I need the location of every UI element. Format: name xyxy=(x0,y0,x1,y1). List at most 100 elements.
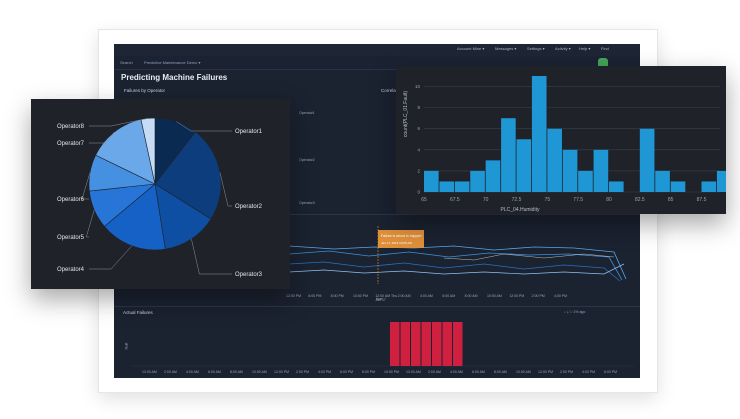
failures-tick-label: 12:00 AM xyxy=(142,370,157,374)
hist-ytick-label: 2 xyxy=(417,168,420,173)
timeline-tick-label: 8:00 PM xyxy=(330,294,344,298)
hist-ytick-label: 0 xyxy=(417,190,420,195)
nav-messages[interactable]: Messages ▾ xyxy=(495,46,517,51)
histogram-card: 0 2 4 6 8 10 65 67.5 70 72.5 75 77.5 80 82.5 85 87.5 PLC… xyxy=(396,66,732,214)
hist-bar[interactable] xyxy=(593,149,609,192)
hist-bar[interactable] xyxy=(547,128,562,192)
humidity-histogram: 0 2 4 6 8 10 65 67.5 70 72.5 75 77.5 80 82.5 85 87.5 PLC… xyxy=(403,76,732,213)
hist-xtick-label: 82.5 xyxy=(635,197,645,203)
pie-slice-operator3[interactable] xyxy=(154,183,212,250)
timeline-tick-label: 6:00 PM xyxy=(308,294,322,298)
nav-account[interactable]: Account Mine ▾ xyxy=(457,46,485,51)
nav-settings[interactable]: Settings ▾ xyxy=(527,46,545,51)
zoom-icon[interactable]: ⌕ xyxy=(564,310,566,314)
pie-leader-line xyxy=(191,238,232,275)
failures-tick-label: 2:00 PM xyxy=(296,370,310,374)
timeline-series-4 xyxy=(288,263,625,275)
nav-activity[interactable]: Activity ▾ xyxy=(555,46,571,51)
pie-label-operator6: Operator6 xyxy=(57,197,85,203)
failures-tick-label: 4:00 AM xyxy=(186,370,199,374)
hist-bar[interactable] xyxy=(454,181,470,192)
hist-xtick-label: 85 xyxy=(668,197,674,203)
timeline-tick-label: 2:00 PM xyxy=(531,294,545,298)
refresh-icon[interactable]: ↻ xyxy=(569,310,573,314)
failure-bar xyxy=(400,322,410,366)
failures-tick-label: 10:00 AM xyxy=(516,370,531,374)
hist-bar[interactable] xyxy=(655,170,670,192)
pie-label-operator3: Operator3 xyxy=(235,272,263,278)
pie-slice-operator4[interactable] xyxy=(103,183,166,251)
app-search[interactable]: Search xyxy=(120,60,133,65)
failures-tick-label: 8:00 AM xyxy=(230,370,243,374)
hist-bar[interactable] xyxy=(670,181,686,192)
operator-legend-2: Operator2 xyxy=(299,158,315,162)
panel-divider xyxy=(114,214,640,215)
pie-slice-operator8[interactable] xyxy=(140,117,156,185)
failure-bar xyxy=(390,322,400,366)
failures-tick-label: 10:00 PM xyxy=(384,370,399,374)
hist-xlabel: PLC_04.Humidity xyxy=(501,207,540,213)
hist-ylabel: count(PLC_01.Fault) xyxy=(403,91,409,137)
top-navigation: Account Mine ▾ Messages ▾ Settings ▾ Act… xyxy=(114,44,640,56)
timeline-lines xyxy=(288,245,627,282)
failures-tick-label: 2:00 AM xyxy=(164,370,177,374)
pie-chart-card: Operator1 Operator2 Operator3 Operator4 Oper… xyxy=(31,99,290,289)
hist-ytick-label: 4 xyxy=(417,147,420,152)
timeline-tick-label: 12:00 PM xyxy=(286,294,301,298)
hist-bar[interactable] xyxy=(578,170,593,192)
panel-title-failures-by-operator: Failures by Operator xyxy=(124,88,166,93)
time-ago-label: 1% ago xyxy=(573,310,586,314)
failure-tooltip-time: Jan 17, 2019 10:05 AM xyxy=(381,241,412,245)
failure-tooltip-title: Failure is about to happen xyxy=(381,234,422,238)
hist-bar[interactable] xyxy=(485,160,501,192)
hist-bar[interactable] xyxy=(439,181,455,192)
hist-bar[interactable] xyxy=(562,149,578,192)
pie-leader-line xyxy=(85,209,95,238)
failures-tick-label: 2:00 AM xyxy=(428,370,441,374)
hist-bar[interactable] xyxy=(516,139,532,192)
actual-failures-chart xyxy=(132,322,634,367)
app-selector[interactable]: Predictive Maintenance Demo ▾ xyxy=(144,60,201,65)
operator-legend-1: Operator1 xyxy=(299,111,315,115)
pie-slice-operator2[interactable] xyxy=(154,131,222,220)
actual-failures-toolbar: ⌕ ⤓ ↻ 1% ago xyxy=(564,310,585,314)
hist-xtick-label: 65 xyxy=(421,197,427,203)
failures-by-operator-pie: Operator1 Operator2 Operator3 Operator4 Oper… xyxy=(57,117,263,278)
section-divider xyxy=(114,306,640,307)
failure-bar xyxy=(411,322,421,366)
pie-leader-line xyxy=(89,118,149,127)
hist-xtick-label: 87.5 xyxy=(697,197,707,203)
hist-bar[interactable] xyxy=(716,170,732,192)
pie-label-operator2: Operator2 xyxy=(235,204,263,210)
hist-bar[interactable] xyxy=(531,76,547,192)
hist-bar[interactable] xyxy=(470,170,485,192)
hist-ytick-label: 8 xyxy=(417,105,420,110)
hist-bar[interactable] xyxy=(639,128,655,192)
page-title: Predicting Machine Failures xyxy=(121,73,228,82)
hist-xtick-label: 67.5 xyxy=(450,197,460,203)
failure-bar xyxy=(442,322,452,366)
timeline-tick-label: 4:00 AM xyxy=(420,294,433,298)
failures-tick-label: 12:00 AM xyxy=(406,370,421,374)
timeline-tick-label: 10:00 PM xyxy=(353,294,368,298)
hist-bar[interactable] xyxy=(424,170,439,192)
failures-tick-label: 10:00 AM xyxy=(252,370,267,374)
hist-bar[interactable] xyxy=(609,181,624,192)
hist-bar[interactable] xyxy=(501,118,516,192)
download-icon[interactable]: ⤓ xyxy=(566,310,569,314)
nav-find[interactable]: Find xyxy=(601,46,609,51)
failures-tick-label: 12:00 PM xyxy=(538,370,553,374)
nav-help[interactable]: Help ▾ xyxy=(579,46,591,51)
timeline-tick-label: 8:00 AM xyxy=(464,294,478,298)
timeline-series-3 xyxy=(288,261,621,282)
timeline-tick-label: 10:00 AM xyxy=(487,294,502,298)
failures-tick-label: 6:00 AM xyxy=(208,370,221,374)
hist-xtick-label: 77.5 xyxy=(573,197,583,203)
app-icon-button[interactable] xyxy=(598,58,608,68)
failures-tick-label: 2:00 PM xyxy=(560,370,574,374)
timeline-series-1 xyxy=(288,245,627,280)
pie-leader-line xyxy=(89,131,115,144)
failures-tick-label: 6:00 PM xyxy=(604,370,618,374)
hist-bar[interactable] xyxy=(701,181,717,192)
